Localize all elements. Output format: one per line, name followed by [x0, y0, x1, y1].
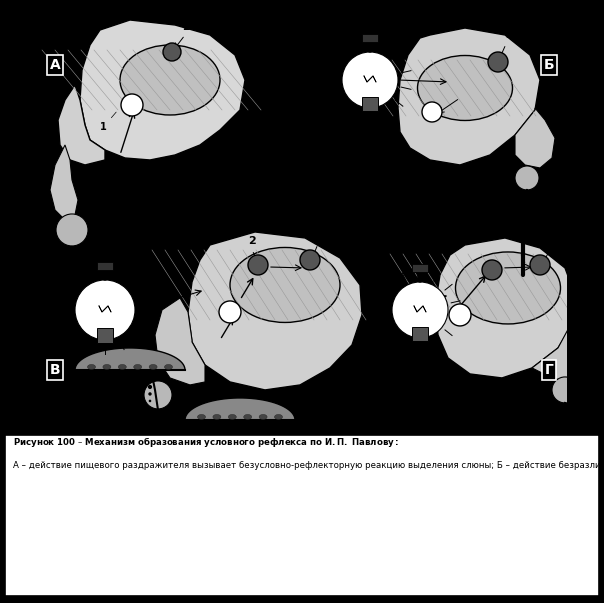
Text: А – действие пищевого раздражителя вызывает безусловно-рефлекторную реакцию выде: А – действие пищевого раздражителя вызыв…: [13, 461, 604, 470]
Bar: [412, 264, 428, 272]
Ellipse shape: [243, 414, 252, 420]
Circle shape: [558, 416, 562, 420]
Circle shape: [300, 250, 320, 270]
Ellipse shape: [259, 414, 267, 420]
Circle shape: [392, 282, 448, 338]
Text: 2: 2: [182, 22, 190, 32]
Ellipse shape: [120, 45, 220, 115]
Polygon shape: [58, 85, 105, 165]
Circle shape: [558, 425, 562, 428]
Circle shape: [557, 408, 562, 412]
Text: $\bf{Рисунок\ 100}$ – $\bf{Механизм\ образования\ условного\ рефлекса\ по\ И.П.\: $\bf{Рисунок\ 100}$ – $\bf{Механизм\ обр…: [13, 435, 400, 449]
Circle shape: [449, 304, 471, 326]
Polygon shape: [515, 108, 555, 168]
Circle shape: [144, 381, 172, 409]
Circle shape: [75, 280, 135, 340]
Circle shape: [148, 385, 152, 389]
Ellipse shape: [149, 364, 157, 370]
Circle shape: [121, 94, 143, 116]
Circle shape: [63, 303, 68, 308]
Ellipse shape: [213, 414, 221, 420]
Text: Б: Б: [544, 58, 554, 72]
Polygon shape: [435, 238, 575, 378]
Bar: [97, 328, 114, 343]
Circle shape: [488, 52, 508, 72]
Text: 1: 1: [100, 112, 116, 132]
FancyBboxPatch shape: [5, 435, 599, 596]
Bar: [97, 262, 113, 270]
Ellipse shape: [230, 247, 340, 323]
Circle shape: [147, 377, 152, 382]
Polygon shape: [50, 145, 78, 220]
Circle shape: [56, 214, 88, 246]
Polygon shape: [155, 298, 205, 385]
Circle shape: [64, 319, 68, 323]
Polygon shape: [532, 322, 588, 382]
Circle shape: [515, 166, 539, 190]
Polygon shape: [80, 20, 245, 160]
Circle shape: [248, 255, 268, 275]
Polygon shape: [75, 348, 185, 370]
Ellipse shape: [274, 414, 283, 420]
Text: А: А: [50, 58, 60, 72]
Polygon shape: [188, 232, 362, 390]
Ellipse shape: [103, 364, 111, 370]
Text: Г: Г: [545, 363, 553, 377]
Circle shape: [219, 301, 241, 323]
Circle shape: [149, 400, 151, 402]
Ellipse shape: [417, 55, 513, 121]
Ellipse shape: [118, 364, 126, 370]
Circle shape: [482, 260, 502, 280]
Ellipse shape: [228, 414, 236, 420]
Text: 2: 2: [248, 236, 255, 246]
Bar: [413, 327, 428, 341]
Bar: [362, 34, 378, 42]
Ellipse shape: [455, 252, 561, 324]
Bar: [567, 0, 604, 430]
Circle shape: [552, 377, 578, 403]
Text: 3: 3: [505, 30, 513, 40]
Circle shape: [64, 311, 68, 315]
Circle shape: [422, 102, 442, 122]
Bar: [0, 0, 37, 430]
Ellipse shape: [164, 364, 173, 370]
Ellipse shape: [88, 364, 95, 370]
Text: 3: 3: [316, 230, 324, 240]
Circle shape: [163, 43, 181, 61]
Circle shape: [65, 327, 67, 330]
Polygon shape: [185, 398, 295, 420]
Ellipse shape: [198, 414, 205, 420]
Bar: [362, 97, 378, 111]
Text: В: В: [50, 363, 60, 377]
Circle shape: [530, 255, 550, 275]
Circle shape: [149, 392, 152, 396]
Ellipse shape: [133, 364, 142, 370]
Polygon shape: [398, 28, 540, 165]
Circle shape: [342, 52, 398, 108]
Text: 4: 4: [548, 237, 556, 247]
